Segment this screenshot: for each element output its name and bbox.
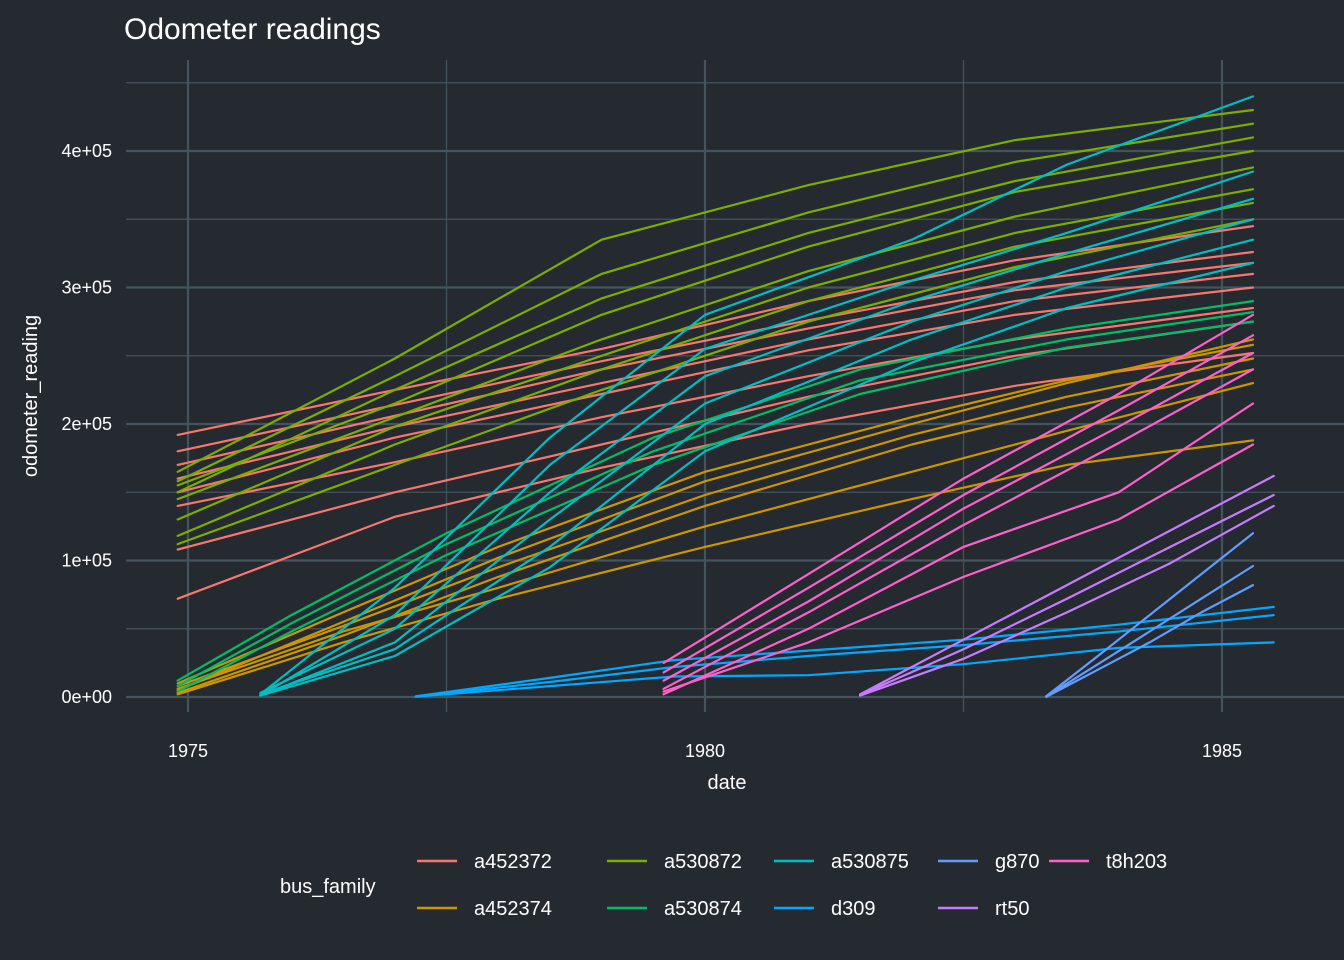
legend-label-a452374: a452374 <box>474 898 552 920</box>
series-line-d309 <box>414 641 1275 698</box>
y-axis-label: odometer_reading <box>20 315 42 477</box>
series-line-d309 <box>414 605 1275 698</box>
series-line-rt50 <box>858 474 1275 696</box>
series-line-a530872 <box>176 136 1255 494</box>
legend-title: bus_family <box>280 876 376 898</box>
series-line-a452372 <box>176 225 1255 436</box>
legend-label-g870: g870 <box>995 851 1040 873</box>
legend-label-a530872: a530872 <box>664 851 742 873</box>
x-tick-label: 1975 <box>168 741 208 761</box>
legend-label-rt50: rt50 <box>995 898 1029 920</box>
y-tick-label: 0e+00 <box>61 687 112 707</box>
series-line-a452372 <box>176 286 1255 494</box>
series-line-t8h203 <box>662 402 1255 696</box>
series-line-a452372 <box>176 250 1255 453</box>
series-line-a530872 <box>176 149 1255 487</box>
series-line-a452372 <box>176 272 1255 480</box>
y-tick-label: 1e+05 <box>61 551 112 571</box>
series-line-a452374 <box>176 357 1255 688</box>
series-line-a452372 <box>176 306 1255 507</box>
chart-title: Odometer readings <box>124 13 381 46</box>
series-line-g870 <box>1045 564 1255 698</box>
series-line-a452374 <box>176 439 1255 696</box>
series-line-rt50 <box>858 504 1275 697</box>
series-line-t8h203 <box>662 443 1255 693</box>
x-tick-label: 1985 <box>1202 741 1242 761</box>
series-line-a530872 <box>176 108 1255 473</box>
series-line-a452374 <box>176 368 1255 695</box>
series-line-a530874 <box>176 300 1255 682</box>
series-line-a530875 <box>259 238 1255 696</box>
series-line-a530875 <box>259 261 1255 697</box>
series-line-a530872 <box>176 122 1255 483</box>
legend-label-t8h203: t8h203 <box>1106 851 1167 873</box>
series-line-t8h203 <box>662 351 1255 682</box>
series-line-a530872 <box>176 218 1255 546</box>
legend: bus_family a452372 a452374 a530872 a530874 a… <box>280 851 1167 920</box>
legend-label-d309: d309 <box>831 898 876 920</box>
y-tick-label: 4e+05 <box>61 141 112 161</box>
series-line-a530872 <box>176 201 1255 538</box>
series-group <box>176 95 1275 699</box>
series-line-a530875 <box>259 218 1255 697</box>
legend-label-a530874: a530874 <box>664 898 742 920</box>
series-line-a452374 <box>176 338 1255 692</box>
series-line-a530875 <box>259 197 1255 695</box>
series-line-a452372 <box>176 351 1255 600</box>
series-line-a530872 <box>176 188 1255 521</box>
series-line-a530874 <box>176 311 1255 688</box>
axis-ticks: 1975 1980 1985 0e+00 1e+05 2e+05 3e+05 4e+05 <box>61 141 1242 761</box>
y-tick-label: 2e+05 <box>61 414 112 434</box>
legend-label-a530875: a530875 <box>831 851 909 873</box>
series-line-t8h203 <box>662 334 1255 674</box>
series-layer <box>176 95 1275 699</box>
series-line-a452374 <box>176 382 1255 690</box>
series-line-t8h203 <box>662 368 1255 690</box>
series-line-a530875 <box>259 95 1255 696</box>
series-line-a530875 <box>259 170 1255 697</box>
series-line-g870 <box>1045 532 1255 698</box>
x-tick-label: 1980 <box>685 741 725 761</box>
series-line-t8h203 <box>662 313 1255 665</box>
series-line-rt50 <box>858 493 1275 697</box>
series-line-g870 <box>1045 583 1255 699</box>
x-axis-label: date <box>708 772 747 794</box>
series-line-a452374 <box>176 343 1255 685</box>
y-tick-label: 3e+05 <box>61 278 112 298</box>
legend-label-a452372: a452372 <box>474 851 552 873</box>
series-line-d309 <box>414 613 1275 698</box>
series-line-a530872 <box>176 166 1255 501</box>
